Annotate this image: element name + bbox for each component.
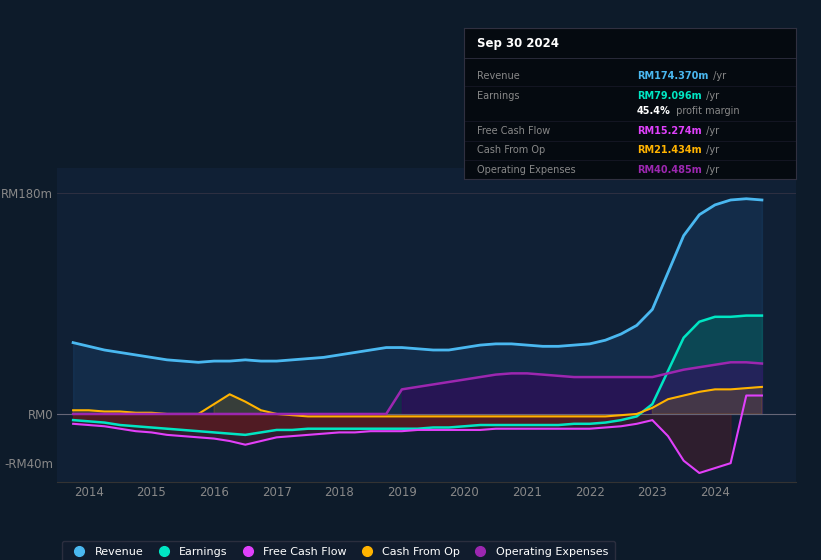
Text: /yr: /yr — [703, 165, 718, 175]
Text: Cash From Op: Cash From Op — [477, 146, 545, 156]
Text: RM40.485m: RM40.485m — [637, 165, 701, 175]
Text: 45.4%: 45.4% — [637, 106, 671, 116]
Text: /yr: /yr — [703, 91, 718, 101]
Text: RM174.370m: RM174.370m — [637, 71, 709, 81]
Text: /yr: /yr — [710, 71, 726, 81]
Text: Earnings: Earnings — [477, 91, 520, 101]
Text: /yr: /yr — [703, 126, 718, 136]
Text: RM21.434m: RM21.434m — [637, 146, 701, 156]
Text: /yr: /yr — [703, 146, 718, 156]
Legend: Revenue, Earnings, Free Cash Flow, Cash From Op, Operating Expenses: Revenue, Earnings, Free Cash Flow, Cash … — [62, 540, 615, 560]
Text: Operating Expenses: Operating Expenses — [477, 165, 576, 175]
Text: Revenue: Revenue — [477, 71, 520, 81]
Text: Sep 30 2024: Sep 30 2024 — [477, 36, 559, 50]
Text: profit margin: profit margin — [673, 106, 740, 116]
Text: RM79.096m: RM79.096m — [637, 91, 701, 101]
Text: Free Cash Flow: Free Cash Flow — [477, 126, 550, 136]
Text: RM15.274m: RM15.274m — [637, 126, 701, 136]
